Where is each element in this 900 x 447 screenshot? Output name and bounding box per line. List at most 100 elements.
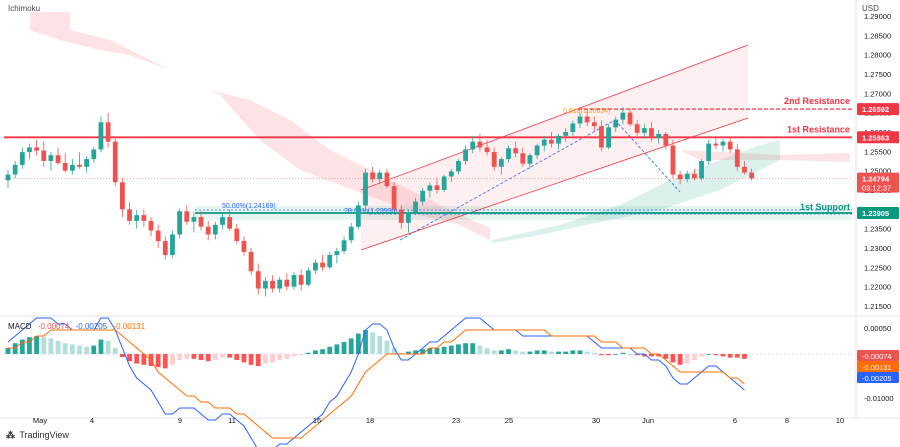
candle-body (170, 234, 175, 255)
candle-body (441, 176, 447, 190)
macd-histogram-bar (527, 351, 533, 354)
cloud-bullish (492, 140, 780, 243)
macd-histogram-bar (105, 340, 111, 354)
candle-body (456, 161, 461, 172)
candle-body (498, 159, 504, 167)
candle-body (313, 262, 318, 271)
macd-signal-value: -0.00131 (113, 322, 146, 331)
candle-body (391, 186, 397, 210)
macd-histogram-bar (448, 345, 454, 354)
candle-body (641, 128, 647, 133)
price-tick-label: 1.27500 (864, 70, 891, 79)
macd-histogram-bar (549, 351, 554, 354)
candle-body (48, 155, 54, 161)
candle-body (584, 116, 590, 123)
candle-body (255, 271, 261, 289)
macd-histogram-bar (713, 354, 719, 356)
macd-histogram-bar (377, 336, 383, 354)
candle-body (684, 173, 690, 180)
candle-body (298, 275, 304, 285)
macd-histogram-bar (5, 348, 11, 354)
candle-body (427, 185, 433, 191)
candle-body (127, 209, 132, 221)
macd-histogram-bar (270, 354, 275, 363)
macd-histogram-bar (649, 354, 654, 357)
candle-body (248, 251, 254, 272)
macd-histogram-bar (348, 338, 354, 354)
cloud-bearish-right (680, 150, 850, 162)
macd-histogram-bar (692, 354, 697, 360)
candle-body (141, 215, 147, 221)
candle-body (413, 201, 418, 213)
channel-upper-line (360, 44, 749, 191)
macd-legend[interactable]: MACD -0.00074 -0.00205 -0.00131 (8, 322, 149, 331)
macd-hist-value: -0.00074 (37, 322, 70, 331)
candle-body (98, 122, 104, 150)
fib-786-label: 78.60%(1.23930) (344, 208, 398, 215)
candle-body (398, 209, 404, 223)
time-tick-label: 18 (366, 416, 374, 425)
macd-histogram-bar (570, 350, 576, 354)
candle-body (377, 172, 383, 180)
candle-body (55, 155, 61, 163)
tradingview-branding[interactable]: ⁂ TradingView (6, 430, 69, 441)
candlesticks[interactable] (5, 106, 754, 297)
macd-histogram-bar (420, 349, 426, 354)
macd-histogram-bar (141, 354, 147, 365)
macd-histogram-bar (55, 340, 61, 354)
candle-body (692, 173, 697, 179)
price-tick-label: 1.25500 (864, 147, 891, 156)
countdown-label: 03:12:37 (862, 184, 891, 193)
candle-body (448, 171, 454, 177)
indicator-label[interactable]: Ichimoku (8, 4, 41, 13)
macd-histogram-bar (584, 351, 590, 354)
time-tick-label: May (33, 416, 47, 425)
current-price-badge-bg (857, 172, 899, 193)
macd-badge: -0.00205 (862, 374, 892, 383)
macd-histogram-bar (556, 351, 561, 354)
macd-histogram-bar (62, 343, 68, 354)
candle-body (627, 112, 633, 125)
macd-histogram-bar (684, 354, 690, 364)
time-tick-label: 23 (452, 416, 460, 425)
time-tick-label: 9 (178, 416, 182, 425)
macd-histogram-bar (513, 350, 519, 354)
price-tick-label: 1.29000 (864, 12, 891, 21)
price-tick-label: 1.21500 (864, 302, 891, 311)
candle-body (549, 139, 554, 144)
macd-line-value: -0.00205 (75, 322, 108, 331)
macd-histogram-bar (19, 339, 25, 354)
macd-pane[interactable] (4, 317, 852, 447)
macd-histogram-bar (391, 348, 397, 354)
candle-body (656, 133, 662, 138)
time-axis[interactable]: May 4 9 11 16 18 23 25 30 Jun 6 8 10 (33, 416, 844, 425)
macd-histogram-bar (656, 354, 662, 357)
macd-histogram-bar (284, 354, 290, 359)
candle-body (77, 164, 82, 167)
macd-histogram-bar (599, 354, 604, 356)
candle-body (327, 254, 333, 268)
fib-trend-line (399, 119, 616, 241)
price-tick-label: 1.23500 (864, 225, 891, 234)
price-tick-label: 1.23000 (864, 244, 891, 253)
currency-label: USD (862, 4, 879, 13)
cloud-bearish (30, 12, 490, 240)
candle-body (105, 122, 111, 142)
candle-body (599, 126, 604, 148)
candle-body (649, 128, 654, 138)
macd-histogram-bar (406, 351, 411, 354)
macd-histogram-bar (69, 344, 75, 354)
macd-histogram-bar (498, 350, 504, 354)
macd-badge-bg (857, 372, 899, 383)
macd-histogram-bar (727, 354, 733, 358)
first-resistance-label: 1st Resistance (787, 124, 850, 134)
macd-histogram-bar (663, 354, 669, 359)
candle-body (155, 230, 161, 242)
macd-histogram-bar (298, 354, 304, 356)
first-support-label: 1st Support (800, 202, 850, 212)
macd-histogram-bar (155, 354, 161, 368)
candle-body (148, 220, 154, 231)
macd-histogram-bar (34, 336, 39, 354)
macd-histogram-bar (706, 354, 712, 355)
